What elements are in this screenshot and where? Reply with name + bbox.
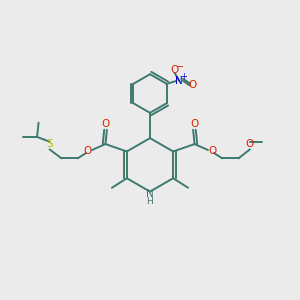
Text: O: O: [209, 146, 217, 156]
Text: N: N: [175, 76, 183, 86]
Text: S: S: [46, 139, 53, 149]
Text: −: −: [176, 61, 184, 72]
Text: O: O: [101, 119, 110, 129]
Text: H: H: [147, 196, 153, 206]
Text: O: O: [246, 139, 254, 149]
Text: O: O: [83, 146, 91, 156]
Text: O: O: [190, 119, 199, 129]
Text: +: +: [181, 72, 188, 81]
Text: O: O: [188, 80, 197, 90]
Text: N: N: [146, 189, 154, 199]
Text: O: O: [171, 64, 179, 75]
